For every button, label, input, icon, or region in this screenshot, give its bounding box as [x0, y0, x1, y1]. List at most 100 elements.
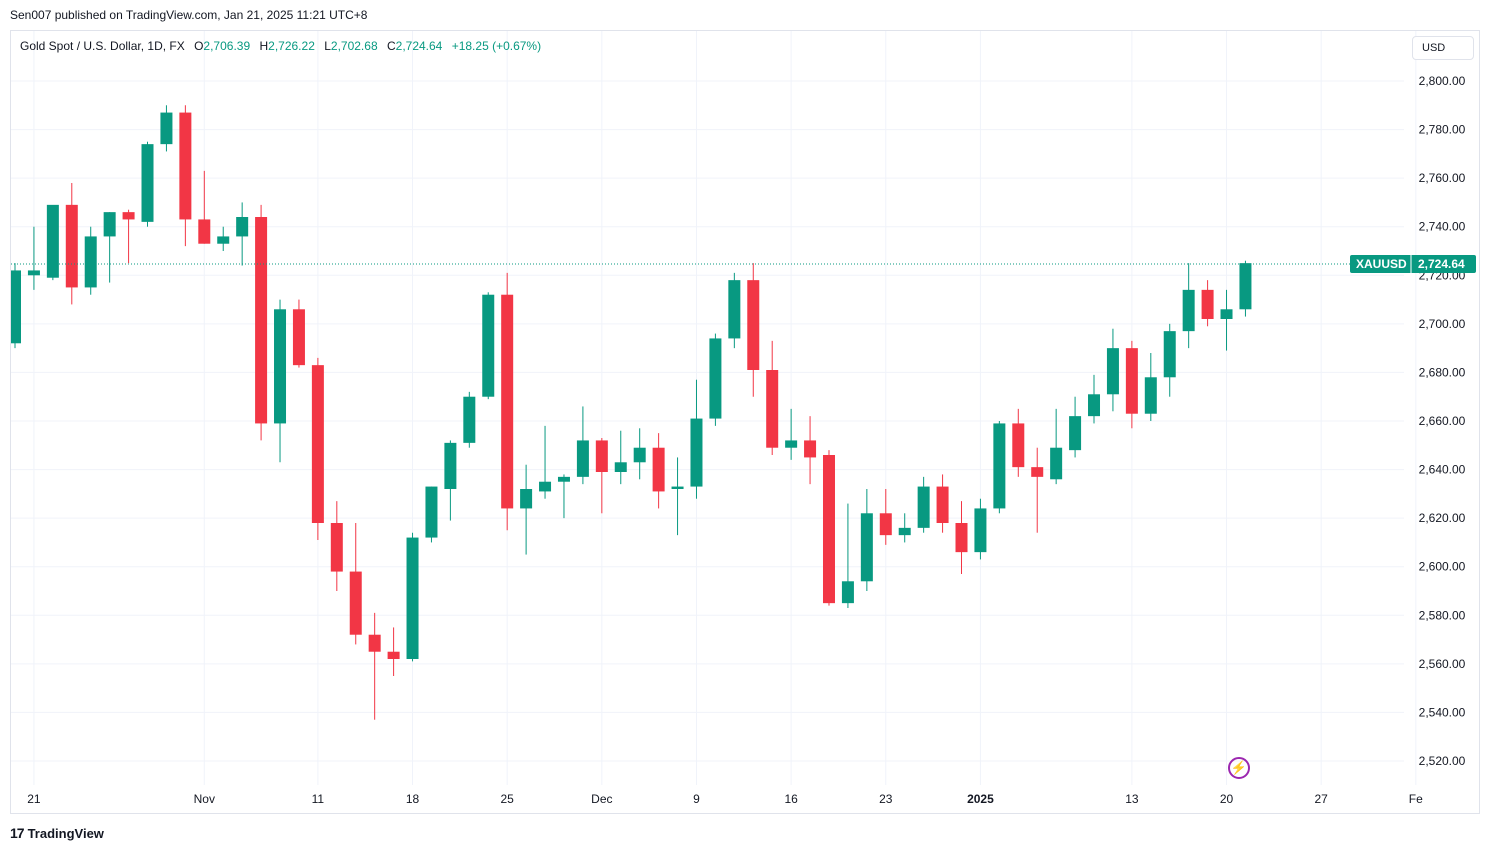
candle-up[interactable]	[217, 226, 230, 251]
candle-body	[747, 280, 760, 370]
candle-up[interactable]	[1106, 328, 1119, 412]
currency-button[interactable]: USD	[1412, 36, 1474, 60]
y-tick-label: 2,740.00	[1419, 220, 1466, 234]
candle-down[interactable]	[292, 299, 305, 368]
candle-up[interactable]	[84, 226, 97, 295]
x-tick-label: 21	[27, 792, 41, 806]
candle-down[interactable]	[368, 612, 381, 720]
candle-up[interactable]	[898, 513, 911, 543]
candle-body	[822, 455, 835, 604]
candle-body	[27, 270, 40, 276]
candle-up[interactable]	[841, 503, 854, 608]
candle-down[interactable]	[387, 627, 400, 676]
candle-down[interactable]	[1031, 447, 1044, 533]
candle-up[interactable]	[539, 425, 552, 499]
candle-up[interactable]	[785, 408, 798, 460]
candle-down[interactable]	[804, 416, 817, 485]
candle-up[interactable]	[274, 299, 287, 463]
candle-down[interactable]	[65, 183, 78, 305]
y-tick-label: 2,560.00	[1419, 657, 1466, 671]
candle-up[interactable]	[141, 141, 154, 227]
candle-down[interactable]	[1125, 340, 1138, 429]
candle-up[interactable]	[1220, 289, 1233, 351]
candle-up[interactable]	[690, 379, 703, 499]
candle-up[interactable]	[520, 464, 533, 555]
candle-up[interactable]	[633, 428, 646, 480]
candle-down[interactable]	[955, 501, 968, 574]
legend-high: 2,726.22	[268, 39, 315, 53]
candle-body	[482, 294, 495, 397]
candle-down[interactable]	[179, 105, 192, 247]
candle-up[interactable]	[1144, 353, 1157, 421]
chart-legend: Gold Spot / U.S. Dollar, 1D, FX O2,706.3…	[20, 39, 541, 53]
candle-up[interactable]	[1163, 323, 1176, 397]
candle-down[interactable]	[501, 272, 514, 531]
candle-down[interactable]	[198, 170, 211, 244]
candle-up[interactable]	[1069, 396, 1082, 458]
candle-down[interactable]	[879, 489, 892, 545]
candle-down[interactable]	[595, 438, 608, 514]
candle-body	[955, 523, 968, 553]
legend-symbol[interactable]: Gold Spot / U.S. Dollar, 1D, FX	[20, 39, 185, 53]
candle-body	[1088, 394, 1101, 417]
lightning-icon[interactable]: ⚡	[1228, 757, 1250, 779]
candle-up[interactable]	[557, 474, 570, 519]
candle-body	[311, 365, 324, 523]
candle-down[interactable]	[652, 433, 665, 509]
candle-down[interactable]	[1201, 280, 1214, 327]
footer-brand[interactable]: 17 TradingView	[10, 825, 104, 841]
candle-body	[122, 212, 135, 220]
candle-down[interactable]	[349, 523, 362, 645]
candle-body	[785, 440, 798, 448]
candle-down[interactable]	[122, 209, 135, 264]
candle-up[interactable]	[974, 498, 987, 560]
candle-body	[160, 112, 173, 145]
candle-body	[1220, 309, 1233, 319]
candle-down[interactable]	[747, 263, 760, 397]
y-tick-label: 2,760.00	[1419, 171, 1466, 185]
candle-up[interactable]	[11, 263, 21, 349]
candle-down[interactable]	[1012, 408, 1025, 477]
candle-down[interactable]	[766, 340, 779, 455]
candle-up[interactable]	[103, 212, 116, 283]
candle-down[interactable]	[255, 204, 268, 441]
candle-body	[1239, 263, 1252, 310]
x-tick-label: 16	[784, 792, 798, 806]
y-tick-label: 2,600.00	[1419, 560, 1466, 574]
candle-up[interactable]	[671, 457, 684, 536]
candle-up[interactable]	[46, 204, 59, 281]
candle-up[interactable]	[1239, 260, 1252, 317]
candle-up[interactable]	[1050, 408, 1063, 485]
candle-up[interactable]	[728, 272, 741, 349]
candle-up[interactable]	[463, 391, 476, 448]
candle-down[interactable]	[311, 357, 324, 540]
candle-body	[501, 294, 514, 509]
candle-up[interactable]	[406, 532, 419, 662]
candle-body	[652, 447, 665, 492]
candle-up[interactable]	[425, 486, 438, 543]
candle-up[interactable]	[444, 440, 457, 521]
candle-up[interactable]	[236, 202, 249, 266]
candle-body	[576, 440, 589, 477]
candle-up[interactable]	[27, 226, 40, 290]
candle-up[interactable]	[576, 406, 589, 485]
candle-up[interactable]	[709, 333, 722, 426]
candle-up[interactable]	[917, 476, 930, 533]
candle-down[interactable]	[822, 450, 835, 606]
candle-up[interactable]	[160, 105, 173, 152]
candle-body	[349, 571, 362, 635]
candle-body	[103, 212, 116, 237]
candle-down[interactable]	[330, 501, 343, 591]
candle-up[interactable]	[1182, 263, 1195, 349]
candle-body	[1106, 348, 1119, 395]
candle-up[interactable]	[482, 292, 495, 400]
candle-up[interactable]	[860, 489, 873, 591]
candle-up[interactable]	[1088, 374, 1101, 424]
candle-down[interactable]	[936, 474, 949, 533]
candle-body	[709, 338, 722, 419]
x-tick-label: 20	[1220, 792, 1234, 806]
candle-up[interactable]	[993, 421, 1006, 514]
candle-up[interactable]	[614, 430, 627, 485]
x-tick-label: Nov	[194, 792, 215, 806]
